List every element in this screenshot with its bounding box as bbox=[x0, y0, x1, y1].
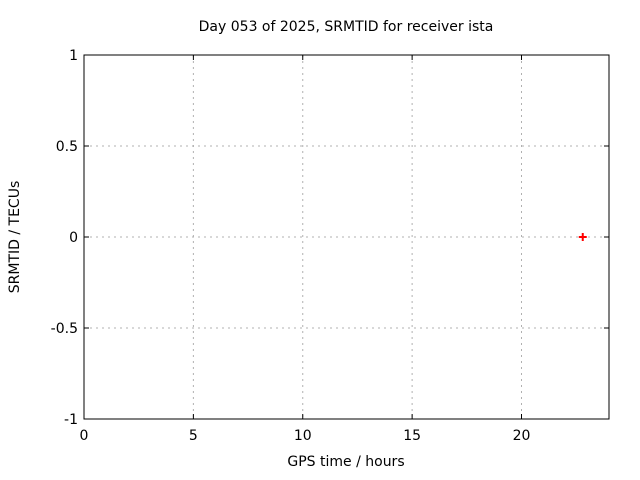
x-tick-label: 15 bbox=[403, 428, 421, 444]
x-tick-label: 20 bbox=[513, 428, 531, 444]
series-layer bbox=[578, 233, 587, 241]
grid-layer bbox=[84, 55, 609, 419]
y-axis-label: SRMTID / TECUs bbox=[7, 181, 23, 294]
y-tick-label: 1 bbox=[69, 48, 78, 64]
y-tick-label: -0.5 bbox=[51, 321, 78, 337]
chart-title: Day 053 of 2025, SRMTID for receiver ist… bbox=[199, 19, 494, 35]
tick-labels-layer: 0 5 10 15 20 -1 -0.5 0 0.5 1 bbox=[51, 48, 531, 444]
x-axis-label: GPS time / hours bbox=[287, 454, 404, 470]
y-tick-label: -1 bbox=[64, 412, 78, 428]
x-tick-label: 5 bbox=[189, 428, 198, 444]
x-tick-label: 0 bbox=[80, 428, 89, 444]
y-tick-label: 0.5 bbox=[56, 139, 78, 155]
y-tick-label: 0 bbox=[69, 230, 78, 246]
x-tick-label: 10 bbox=[294, 428, 312, 444]
ticks-layer bbox=[83, 54, 609, 420]
data-point-marker bbox=[578, 233, 587, 241]
